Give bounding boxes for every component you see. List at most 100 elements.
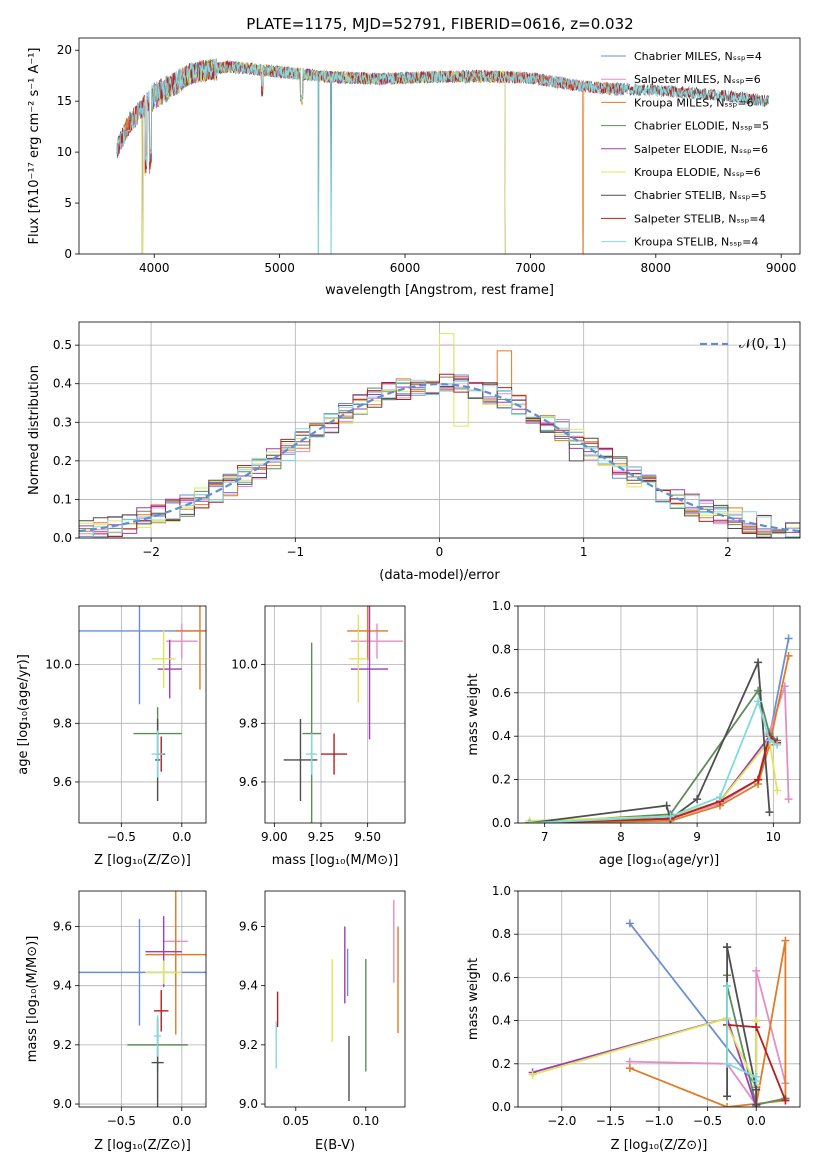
plot-area xyxy=(79,333,800,538)
legend-entry: Salpeter ELODIE, Nₛₛₚ=6 xyxy=(634,143,768,156)
x-axis-label: Z [log₁₀(Z/Z⊙)] xyxy=(94,853,191,868)
y-tick-label: 15 xyxy=(57,94,72,108)
mass-weight-line xyxy=(529,688,778,823)
axes-frame xyxy=(78,321,801,539)
y-tick-label: 0.6 xyxy=(492,970,511,984)
mass-weight-marker xyxy=(723,1059,732,1068)
mass-weight-marker xyxy=(625,919,634,928)
axes-frame xyxy=(264,890,406,1108)
x-tick-label: −1.0 xyxy=(644,1114,673,1128)
x-axis-label: wavelength [Angstrom, rest frame] xyxy=(325,283,554,298)
figure-title: PLATE=1175, MJD=52791, FIBERID=0616, z=0… xyxy=(246,15,633,33)
mass-weight-vs-metallicity-panel: −2.0 −1.5 −1.0 −0.5 0.0 0.0 0.2 0.4 0.6 0.8 1.0 Z [… xyxy=(466,884,801,1153)
mass-weight-marker xyxy=(752,1077,761,1086)
x-tick-label: 10 xyxy=(766,830,781,844)
mass-weight-line xyxy=(532,1017,758,1086)
y-tick-label: 9.2 xyxy=(239,1038,258,1052)
y-axis-label: Flux [fλ10⁻¹⁷ erg cm⁻² s⁻¹ A⁻¹] xyxy=(27,48,42,245)
legend-entry: Chabrier MILES, Nₛₛₚ=4 xyxy=(634,50,762,63)
y-tick-label: 9.6 xyxy=(53,920,72,934)
x-tick-label: 7 xyxy=(541,830,549,844)
y-tick-label: 10.0 xyxy=(45,658,72,672)
residual-histogram-step xyxy=(79,373,800,538)
x-tick-label: 0 xyxy=(436,545,444,559)
x-axis-label: Z [log₁₀(Z/Z⊙)] xyxy=(94,1138,191,1153)
legend-entry: Chabrier ELODIE, Nₛₛₚ=5 xyxy=(634,120,769,133)
mass-weight-marker xyxy=(765,736,774,745)
y-axis-label: mass [log₁₀(M/M⊙)] xyxy=(25,936,40,1063)
y-tick-label: 0.8 xyxy=(492,642,511,656)
grid-lines xyxy=(265,606,405,823)
y-tick-label: 0.2 xyxy=(53,454,72,468)
y-tick-label: 0.4 xyxy=(492,729,511,743)
y-tick-label: 20 xyxy=(57,43,72,57)
y-tick-label: 0.4 xyxy=(53,377,72,391)
axes-frame xyxy=(78,890,207,1108)
x-axis-label: E(B-V) xyxy=(315,1138,355,1153)
axes-frame xyxy=(517,605,801,824)
y-tick-label: 0.0 xyxy=(492,1100,511,1114)
x-tick-label: 1 xyxy=(580,545,588,559)
y-tick-label: 10.0 xyxy=(231,658,258,672)
legend-entry: Chabrier STELIB, Nₛₛₚ=5 xyxy=(634,189,767,202)
y-tick-label: 0.6 xyxy=(492,686,511,700)
y-tick-label: 5 xyxy=(64,196,72,210)
y-tick-label: 0.4 xyxy=(492,1014,511,1028)
y-tick-label: 0.5 xyxy=(53,338,72,352)
mass-weight-marker xyxy=(752,966,761,975)
age-vs-metallicity-panel: −0.5 0.0 9.6 9.8 10.0 Z [log₁₀(Z/Z⊙)] age [log… xyxy=(16,605,207,868)
x-tick-label: 6000 xyxy=(390,261,421,275)
x-tick-label: 0.05 xyxy=(282,1114,309,1128)
axes-frame xyxy=(78,605,207,824)
grid-lines xyxy=(518,890,800,1108)
mass-weight-marker xyxy=(773,786,782,795)
mass-weight-marker xyxy=(723,1092,732,1101)
mass-vs-metallicity-panel: −0.5 0.0 9.0 9.2 9.4 9.6 Z [log₁₀(Z/Z⊙)] mass [… xyxy=(25,890,207,1153)
x-tick-label: 8 xyxy=(617,830,625,844)
mass-weight-marker xyxy=(784,795,793,804)
mass-weight-marker xyxy=(662,801,671,810)
mass-weight-marker xyxy=(723,943,732,952)
x-axis-label: age [log₁₀(age/yr)] xyxy=(599,853,720,868)
mass-weight-marker xyxy=(784,651,793,660)
plot-area xyxy=(79,891,206,1107)
legend-entry: Salpeter MILES, Nₛₛₚ=6 xyxy=(634,73,761,86)
x-tick-label: 9.25 xyxy=(308,830,335,844)
y-tick-label: 9.8 xyxy=(239,716,258,730)
mass-weight-marker xyxy=(723,1103,732,1107)
x-tick-label: 9000 xyxy=(766,261,797,275)
mass-weight-marker xyxy=(754,697,763,706)
legend-entry: Kroupa MILES, Nₛₛₚ=6 xyxy=(634,96,754,109)
y-tick-label: 9.6 xyxy=(239,775,258,789)
x-tick-label: −2 xyxy=(142,545,160,559)
legend-entry: Kroupa ELODIE, Nₛₛₚ=6 xyxy=(634,166,761,179)
y-tick-label: 0.3 xyxy=(53,415,72,429)
y-tick-label: 0.8 xyxy=(492,927,511,941)
mass-weight-line xyxy=(529,662,771,823)
x-axis-label: Z [log₁₀(Z/Z⊙)] xyxy=(611,1138,708,1153)
x-tick-label: −1 xyxy=(286,545,304,559)
spectrum-series-line xyxy=(141,58,506,254)
mass-weight-marker xyxy=(625,1064,634,1073)
axes-frame xyxy=(517,890,801,1108)
y-tick-label: 9.4 xyxy=(53,979,72,993)
mass-weight-marker xyxy=(765,808,774,817)
mass-weight-marker xyxy=(781,1096,790,1105)
plot-area xyxy=(528,919,790,1107)
x-tick-label: 0.0 xyxy=(172,1114,191,1128)
plot-area xyxy=(79,606,206,802)
mass-weight-marker xyxy=(528,1070,537,1079)
mass-weight-marker xyxy=(784,634,793,643)
grid-lines xyxy=(79,891,206,1107)
y-tick-label: 9.4 xyxy=(239,979,258,993)
spectrum-series-line xyxy=(120,58,623,254)
mass-weight-marker xyxy=(525,819,534,823)
y-axis-label: mass weight xyxy=(466,958,481,1040)
y-axis-label: age [log₁₀(age/yr)] xyxy=(16,654,31,775)
spectrum-series-line xyxy=(116,58,770,254)
x-tick-label: 4000 xyxy=(139,261,170,275)
mass-weight-line xyxy=(529,738,778,822)
x-tick-label: −0.5 xyxy=(107,1114,136,1128)
x-tick-label: −1.5 xyxy=(596,1114,625,1128)
